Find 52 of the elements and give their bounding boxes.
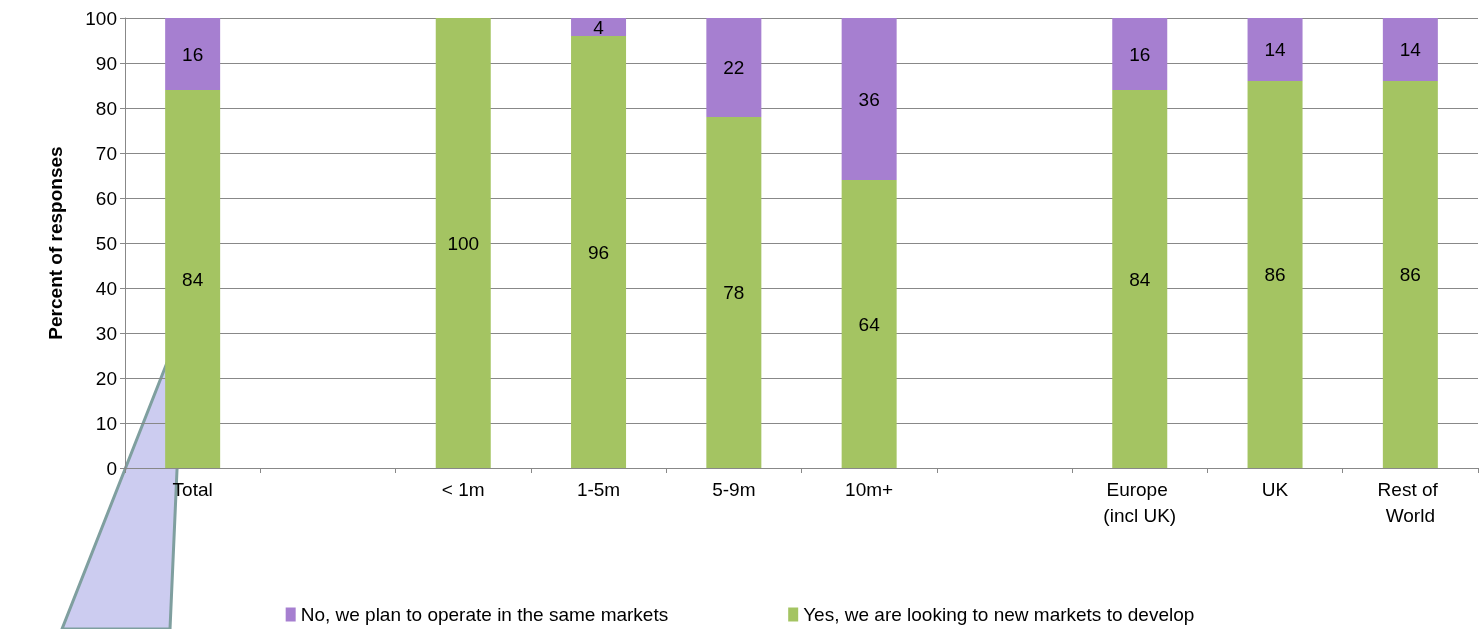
legend-label: Yes, we are looking to new markets to develop xyxy=(803,604,1195,625)
data-label: 96 xyxy=(587,241,610,263)
x-tick-label: Rest of World xyxy=(1377,478,1444,526)
bar xyxy=(1112,90,1168,468)
bar xyxy=(165,18,221,90)
legend-label: No, we plan to operate in the same markets xyxy=(300,604,669,625)
y-tick-label: 100 xyxy=(85,7,117,29)
x-tick-label: 10m+ xyxy=(845,478,894,500)
data-label: 86 xyxy=(1264,264,1286,285)
x-tick-label: 5-9m xyxy=(712,478,756,500)
y-tick-label: 80 xyxy=(95,97,117,119)
bar xyxy=(571,18,627,36)
x-tick-label: Total xyxy=(172,478,213,500)
bar xyxy=(1112,18,1168,90)
y-tick-label: 90 xyxy=(95,52,117,74)
data-label: 36 xyxy=(858,88,880,110)
bar xyxy=(1382,81,1438,468)
y-tick-label: 70 xyxy=(95,142,117,164)
x-tick-label: < 1m xyxy=(441,478,485,500)
data-label: 64 xyxy=(858,313,881,335)
data-label: 16 xyxy=(1129,43,1151,65)
bar xyxy=(165,90,221,468)
y-tick-label: 10 xyxy=(95,412,117,434)
y-tick-label: 50 xyxy=(95,232,117,254)
bar xyxy=(571,36,627,468)
bar xyxy=(435,18,491,468)
bar xyxy=(841,180,897,468)
data-label: 14 xyxy=(1399,39,1422,60)
y-tick-label: 0 xyxy=(106,457,117,479)
data-label: 86 xyxy=(1399,264,1421,285)
data-label: 16 xyxy=(182,43,204,65)
y-axis-title: Percent of responses xyxy=(45,146,66,340)
bar xyxy=(1247,18,1303,81)
bar xyxy=(706,117,762,468)
bar xyxy=(1382,18,1438,81)
y-tick-label: 20 xyxy=(95,367,117,389)
data-label: 84 xyxy=(1129,268,1151,290)
data-label: 84 xyxy=(182,268,204,290)
data-label: 14 xyxy=(1264,39,1287,60)
bar xyxy=(706,18,762,117)
data-label: 22 xyxy=(723,57,745,78)
data-label: 100 xyxy=(447,232,480,254)
x-tick-label: 1-5m xyxy=(576,478,621,500)
y-tick-label: 40 xyxy=(95,277,117,299)
y-tick-label: 60 xyxy=(95,187,117,209)
bar xyxy=(841,18,897,180)
y-tick-label: 30 xyxy=(95,322,117,344)
x-tick-label: Europe (incl UK) xyxy=(1103,478,1177,526)
bar xyxy=(1247,81,1303,468)
data-label: 78 xyxy=(723,282,745,303)
data-label: 4 xyxy=(593,16,605,38)
x-tick-label: UK xyxy=(1261,478,1289,500)
